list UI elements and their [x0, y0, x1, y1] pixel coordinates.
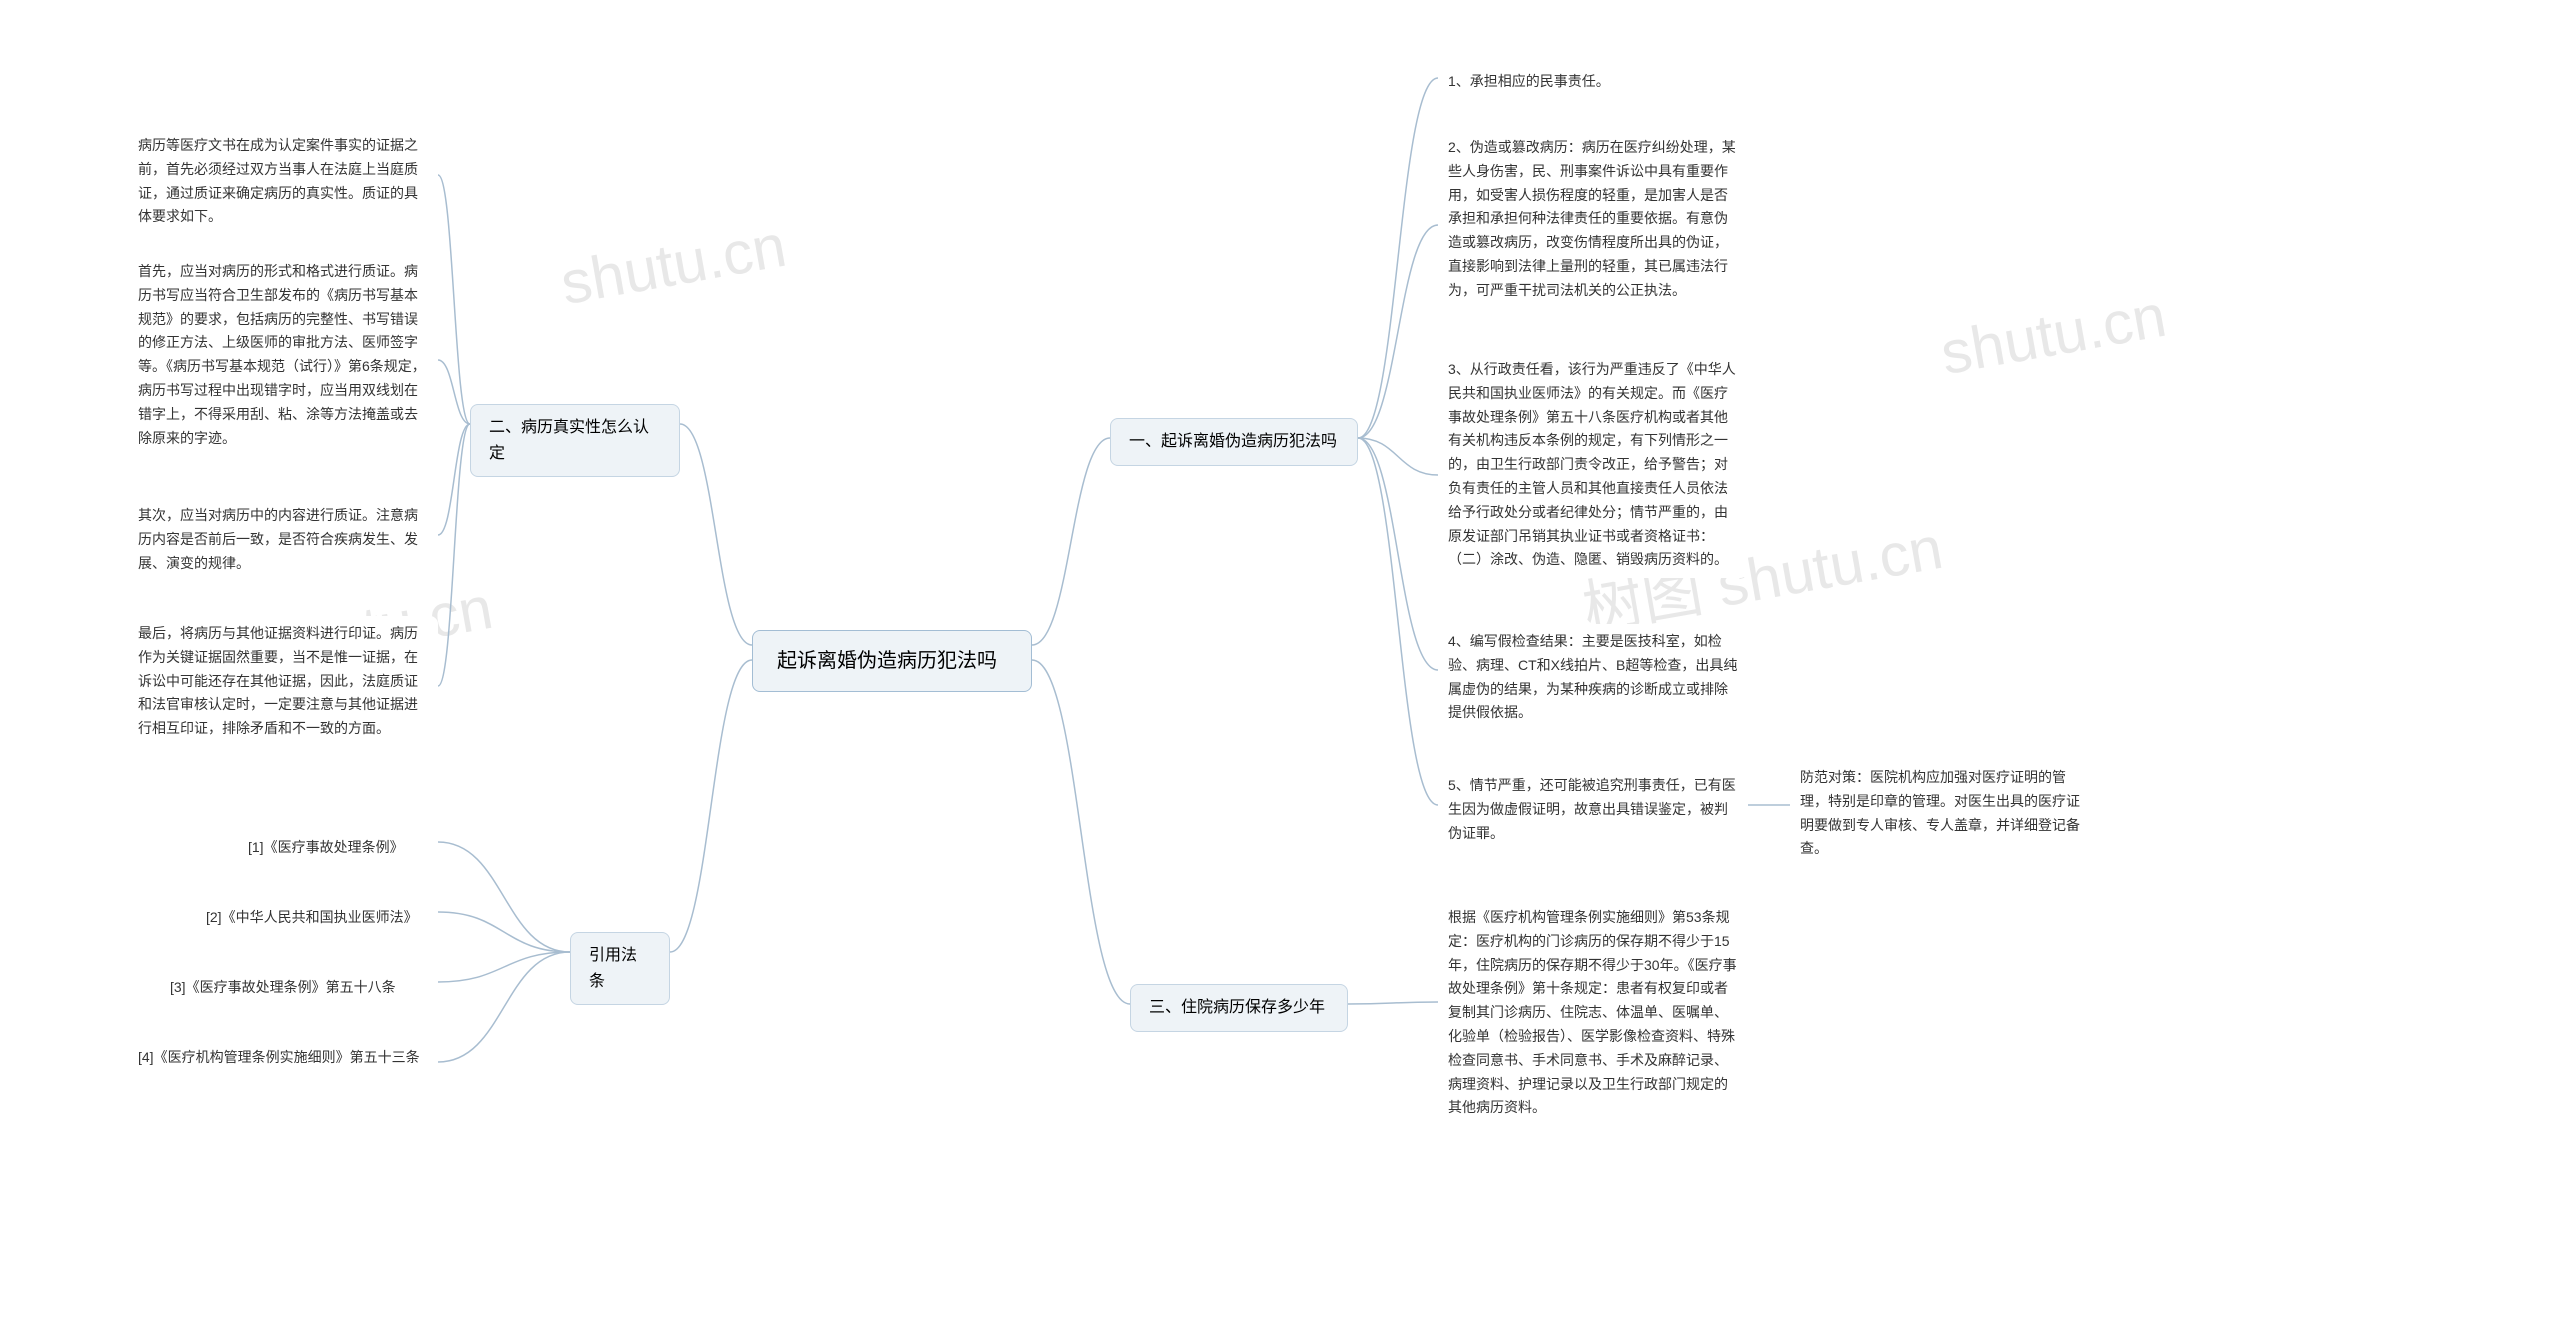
branch-node[interactable]: 三、住院病历保存多少年 [1130, 984, 1348, 1032]
leaf-node[interactable]: 其次，应当对病历中的内容进行质证。注意病历内容是否前后一致，是否符合疾病发生、发… [128, 498, 438, 581]
watermark: shutu.cn [1936, 281, 2171, 388]
leaf-node[interactable]: 首先，应当对病历的形式和格式进行质证。病历书写应当符合卫生部发布的《病历书写基本… [128, 254, 438, 456]
leaf-node[interactable]: 防范对策：医院机构应加强对医疗证明的管理，特别是印章的管理。对医生出具的医疗证明… [1790, 760, 2100, 867]
leaf-node[interactable]: 最后，将病历与其他证据资料进行印证。病历作为关键证据固然重要，当不是惟一证据，在… [128, 616, 438, 747]
root-node[interactable]: 起诉离婚伪造病历犯法吗 [752, 630, 1032, 692]
leaf-node[interactable]: 病历等医疗文书在成为认定案件事实的证据之前，首先必须经过双方当事人在法庭上当庭质… [128, 128, 438, 235]
leaf-node[interactable]: 4、编写假检查结果：主要是医技科室，如检验、病理、CT和X线拍片、B超等检查，出… [1438, 624, 1748, 731]
branch-node[interactable]: 二、病历真实性怎么认定 [470, 404, 680, 477]
leaf-node[interactable]: [1]《医疗事故处理条例》 [238, 830, 438, 866]
leaf-node[interactable]: [2]《中华人民共和国执业医师法》 [196, 900, 438, 936]
branch-node[interactable]: 一、起诉离婚伪造病历犯法吗 [1110, 418, 1358, 466]
leaf-node[interactable]: [3]《医疗事故处理条例》第五十八条 [160, 970, 438, 1006]
leaf-node[interactable]: 根据《医疗机构管理条例实施细则》第53条规定：医疗机构的门诊病历的保存期不得少于… [1438, 900, 1748, 1126]
leaf-node[interactable]: 2、伪造或篡改病历：病历在医疗纠纷处理，某些人身伤害，民、刑事案件诉讼中具有重要… [1438, 130, 1748, 309]
leaf-node[interactable]: 1、承担相应的民事责任。 [1438, 64, 1748, 100]
branch-node[interactable]: 引用法条 [570, 932, 670, 1005]
leaf-node[interactable]: [4]《医疗机构管理条例实施细则》第五十三条 [128, 1040, 438, 1076]
leaf-node[interactable]: 3、从行政责任看，该行为严重违反了《中华人民共和国执业医师法》的有关规定。而《医… [1438, 352, 1748, 578]
watermark: shutu.cn [556, 211, 791, 318]
leaf-node[interactable]: 5、情节严重，还可能被追究刑事责任，已有医生因为做虚假证明，故意出具错误鉴定，被… [1438, 768, 1748, 851]
